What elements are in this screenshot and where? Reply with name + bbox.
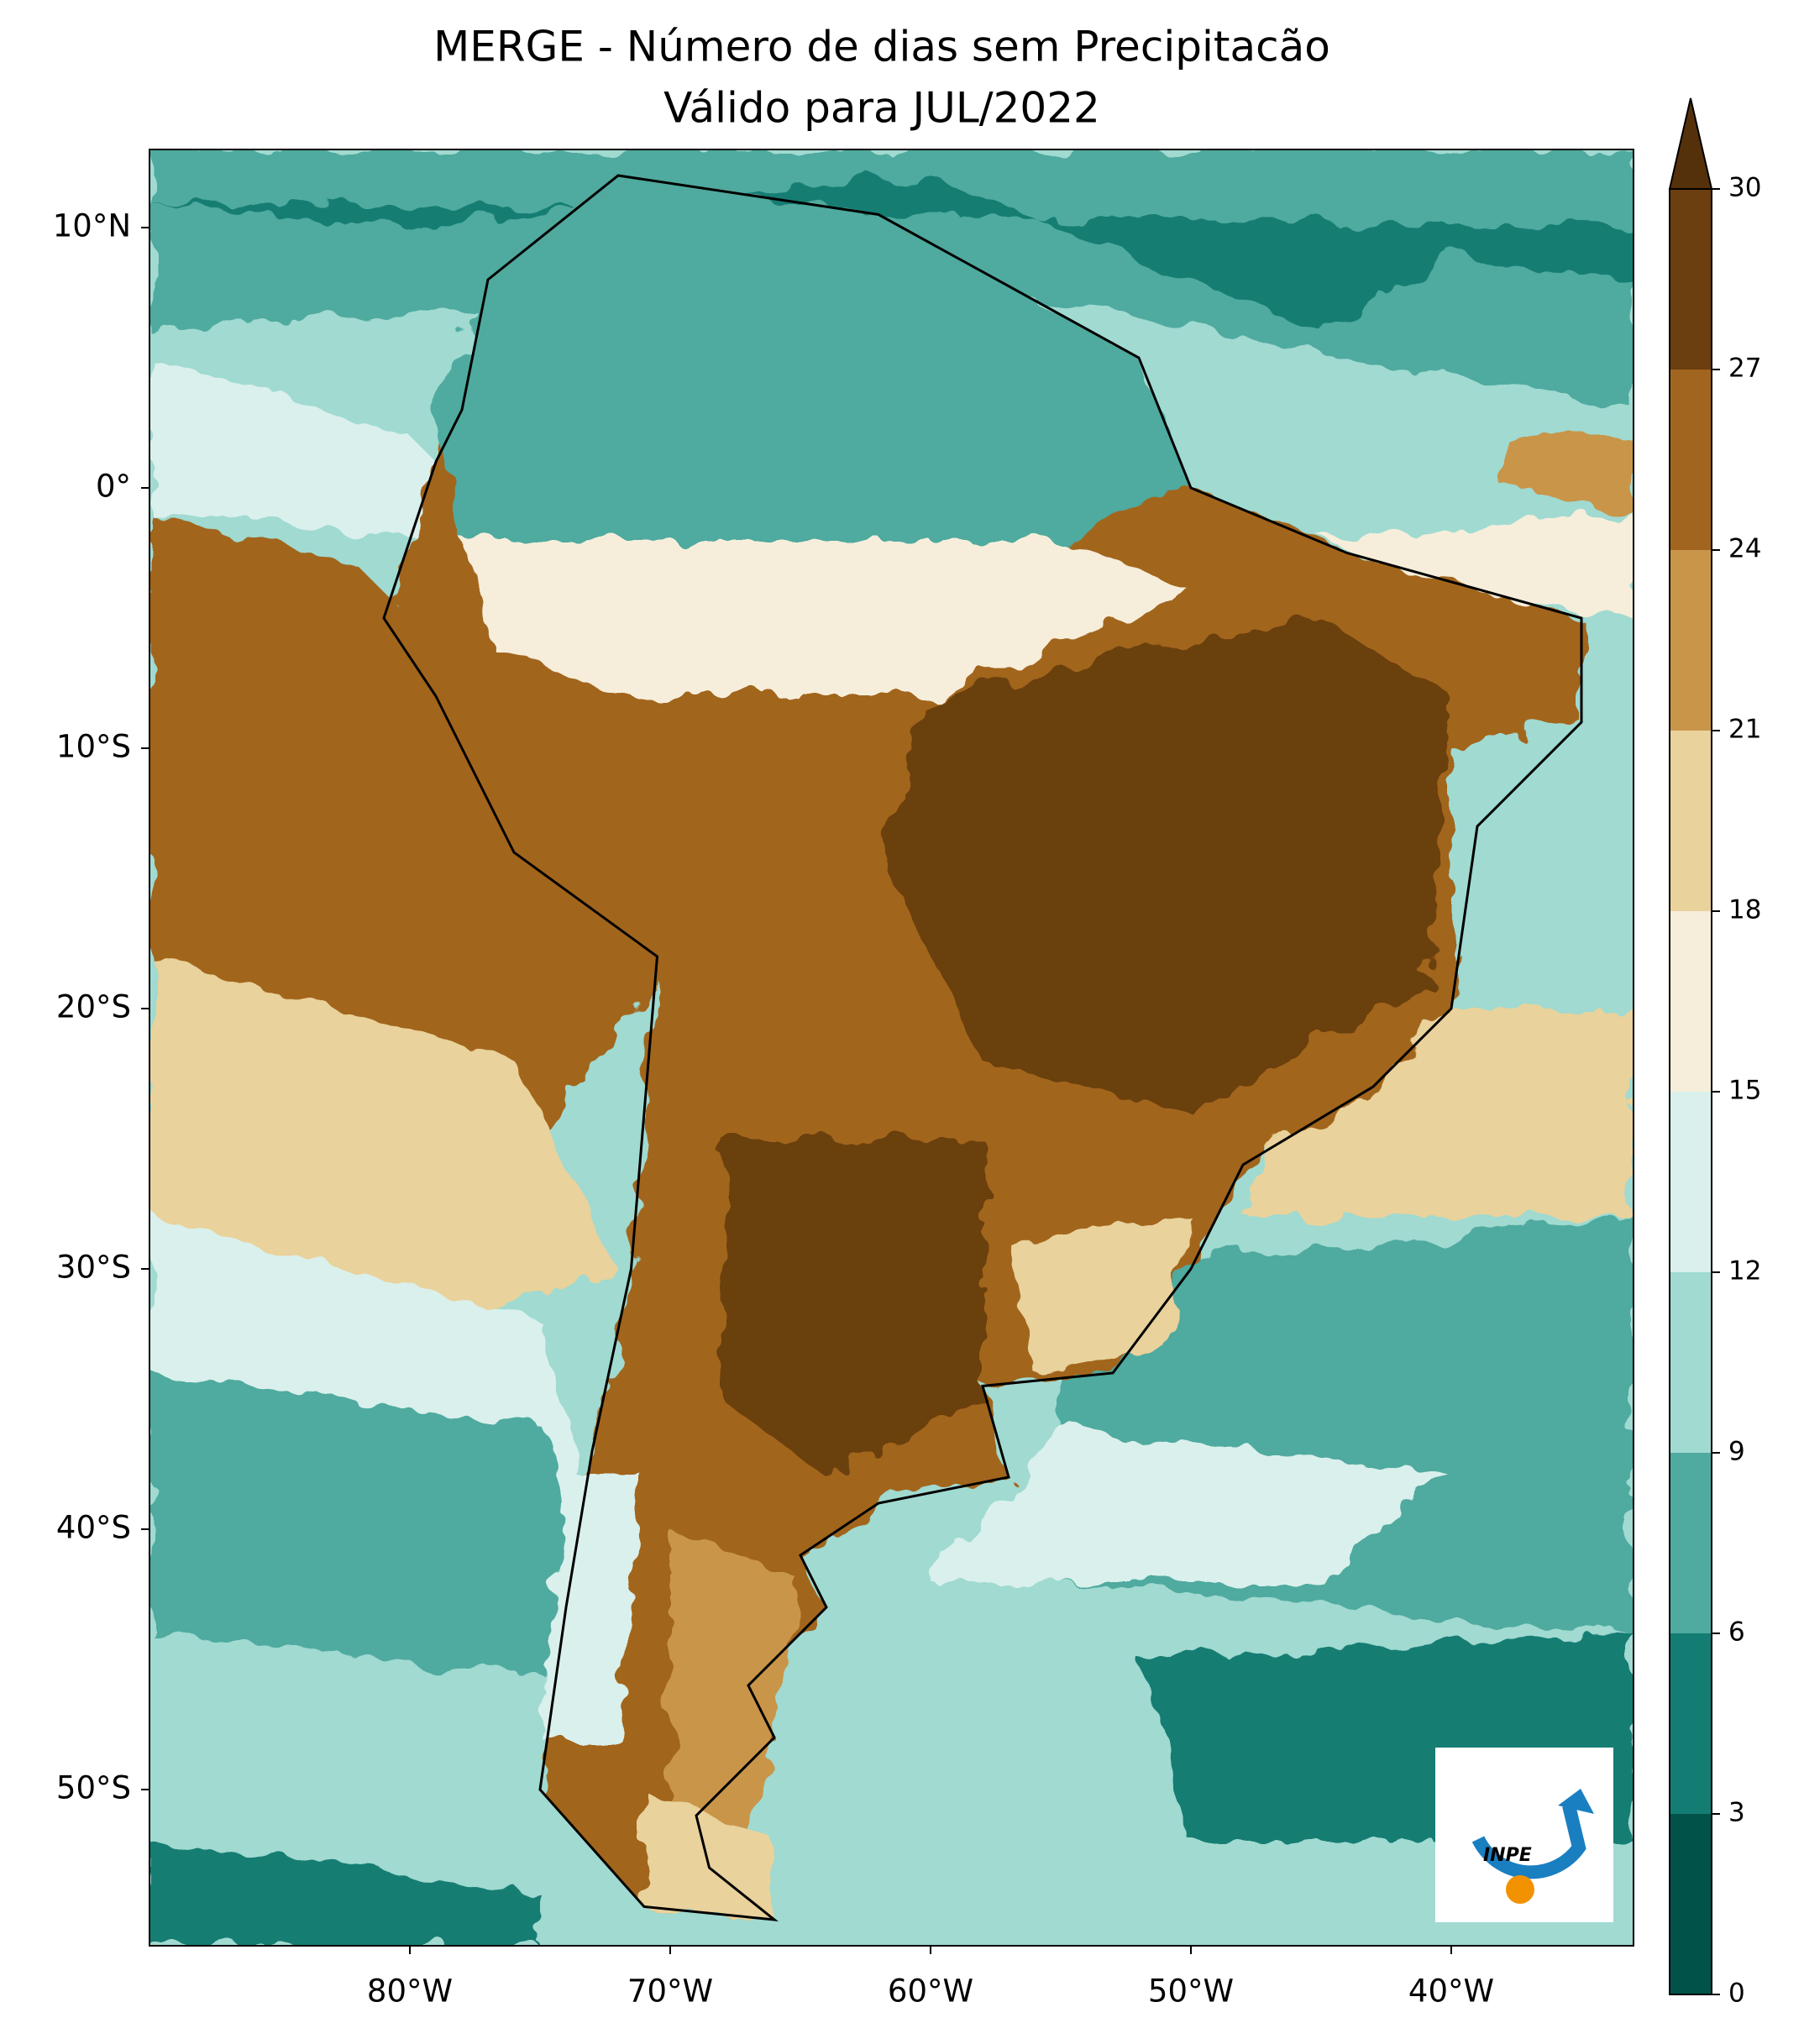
coastline [382,174,1583,1921]
y-tick-label: 40°S [56,1510,131,1546]
colorbar-tick-label: 27 [1728,354,1761,384]
field-region [931,1425,1451,1581]
colorbar-band [1670,1633,1712,1814]
logo-arrow [1558,1789,1594,1814]
field-region [1321,514,1634,618]
field-region [149,514,670,1139]
y-tick-label: 50°S [56,1770,131,1806]
colorbar-tick-label: 21 [1728,715,1761,745]
colorbar-band [1670,189,1712,369]
x-tick-label: 50°W [1148,1973,1234,2010]
y-tick-label: 20°S [56,989,131,1025]
x-tick-label: 60°W [888,1973,973,2010]
colorbar-tick-label: 30 [1728,173,1761,203]
logo-swoosh [1471,1804,1586,1879]
colorbar-tick-label: 3 [1728,1798,1745,1828]
land-region [436,176,1191,566]
logo-dot [1506,1875,1534,1904]
colorbar-extend [1668,97,1713,190]
map-field [149,149,1634,1946]
land-region [1009,1217,1191,1373]
land-region [670,1529,800,1842]
x-tick-label: 80°W [367,1973,453,2010]
colorbar-band [1670,731,1712,911]
x-tick-label: 70°W [627,1973,713,2010]
subtitle: Válido para JUL/2022 [663,84,1100,133]
field-region [149,358,514,540]
field-region [149,176,1634,332]
colorbar-band [1670,1272,1712,1453]
land-region [722,1139,983,1477]
land-region [1451,722,1581,956]
x-tick-label: 40°W [1408,1973,1494,2010]
colorbar-band [1670,911,1712,1092]
land-region [644,1790,774,1920]
colorbar-band [1670,1453,1712,1633]
land-region [878,618,1451,1113]
colorbar-tick-label: 0 [1728,1978,1745,2009]
y-tick-label: 10°S [56,729,131,765]
y-tick-label: 30°S [56,1250,131,1286]
colorbar-band [1670,1092,1712,1272]
colorbar-tick-label: 12 [1728,1256,1761,1287]
field-region [1503,436,1634,514]
title: MERGE - Número de dias sem Precipitacão [433,23,1330,71]
field-region [149,956,618,1321]
colorbar-band [1670,369,1712,550]
colorbar-tick-label: 24 [1728,534,1761,564]
colorbar-tick-label: 6 [1728,1617,1745,1648]
colorbar-tick-label: 18 [1728,895,1761,925]
land-region [540,1477,644,1737]
land-region [462,540,1191,696]
colorbar-band [1670,1814,1712,1994]
colorbar-tick-label: 9 [1728,1437,1745,1467]
y-tick-label: 0° [96,469,131,505]
colorbar-tick-label: 15 [1728,1076,1761,1106]
axes: 80°W 70°W 60°W 50°W 40°W 10°N 0° 10°S 20°S 30°S 40… [53,97,1761,2010]
logo-text: INPE [1483,1845,1532,1866]
y-tick-label: 10°N [53,208,131,244]
colorbar-band [1670,550,1712,731]
field-region [149,1373,618,1685]
map-frame [149,149,1634,1947]
field-region [149,1842,540,1946]
